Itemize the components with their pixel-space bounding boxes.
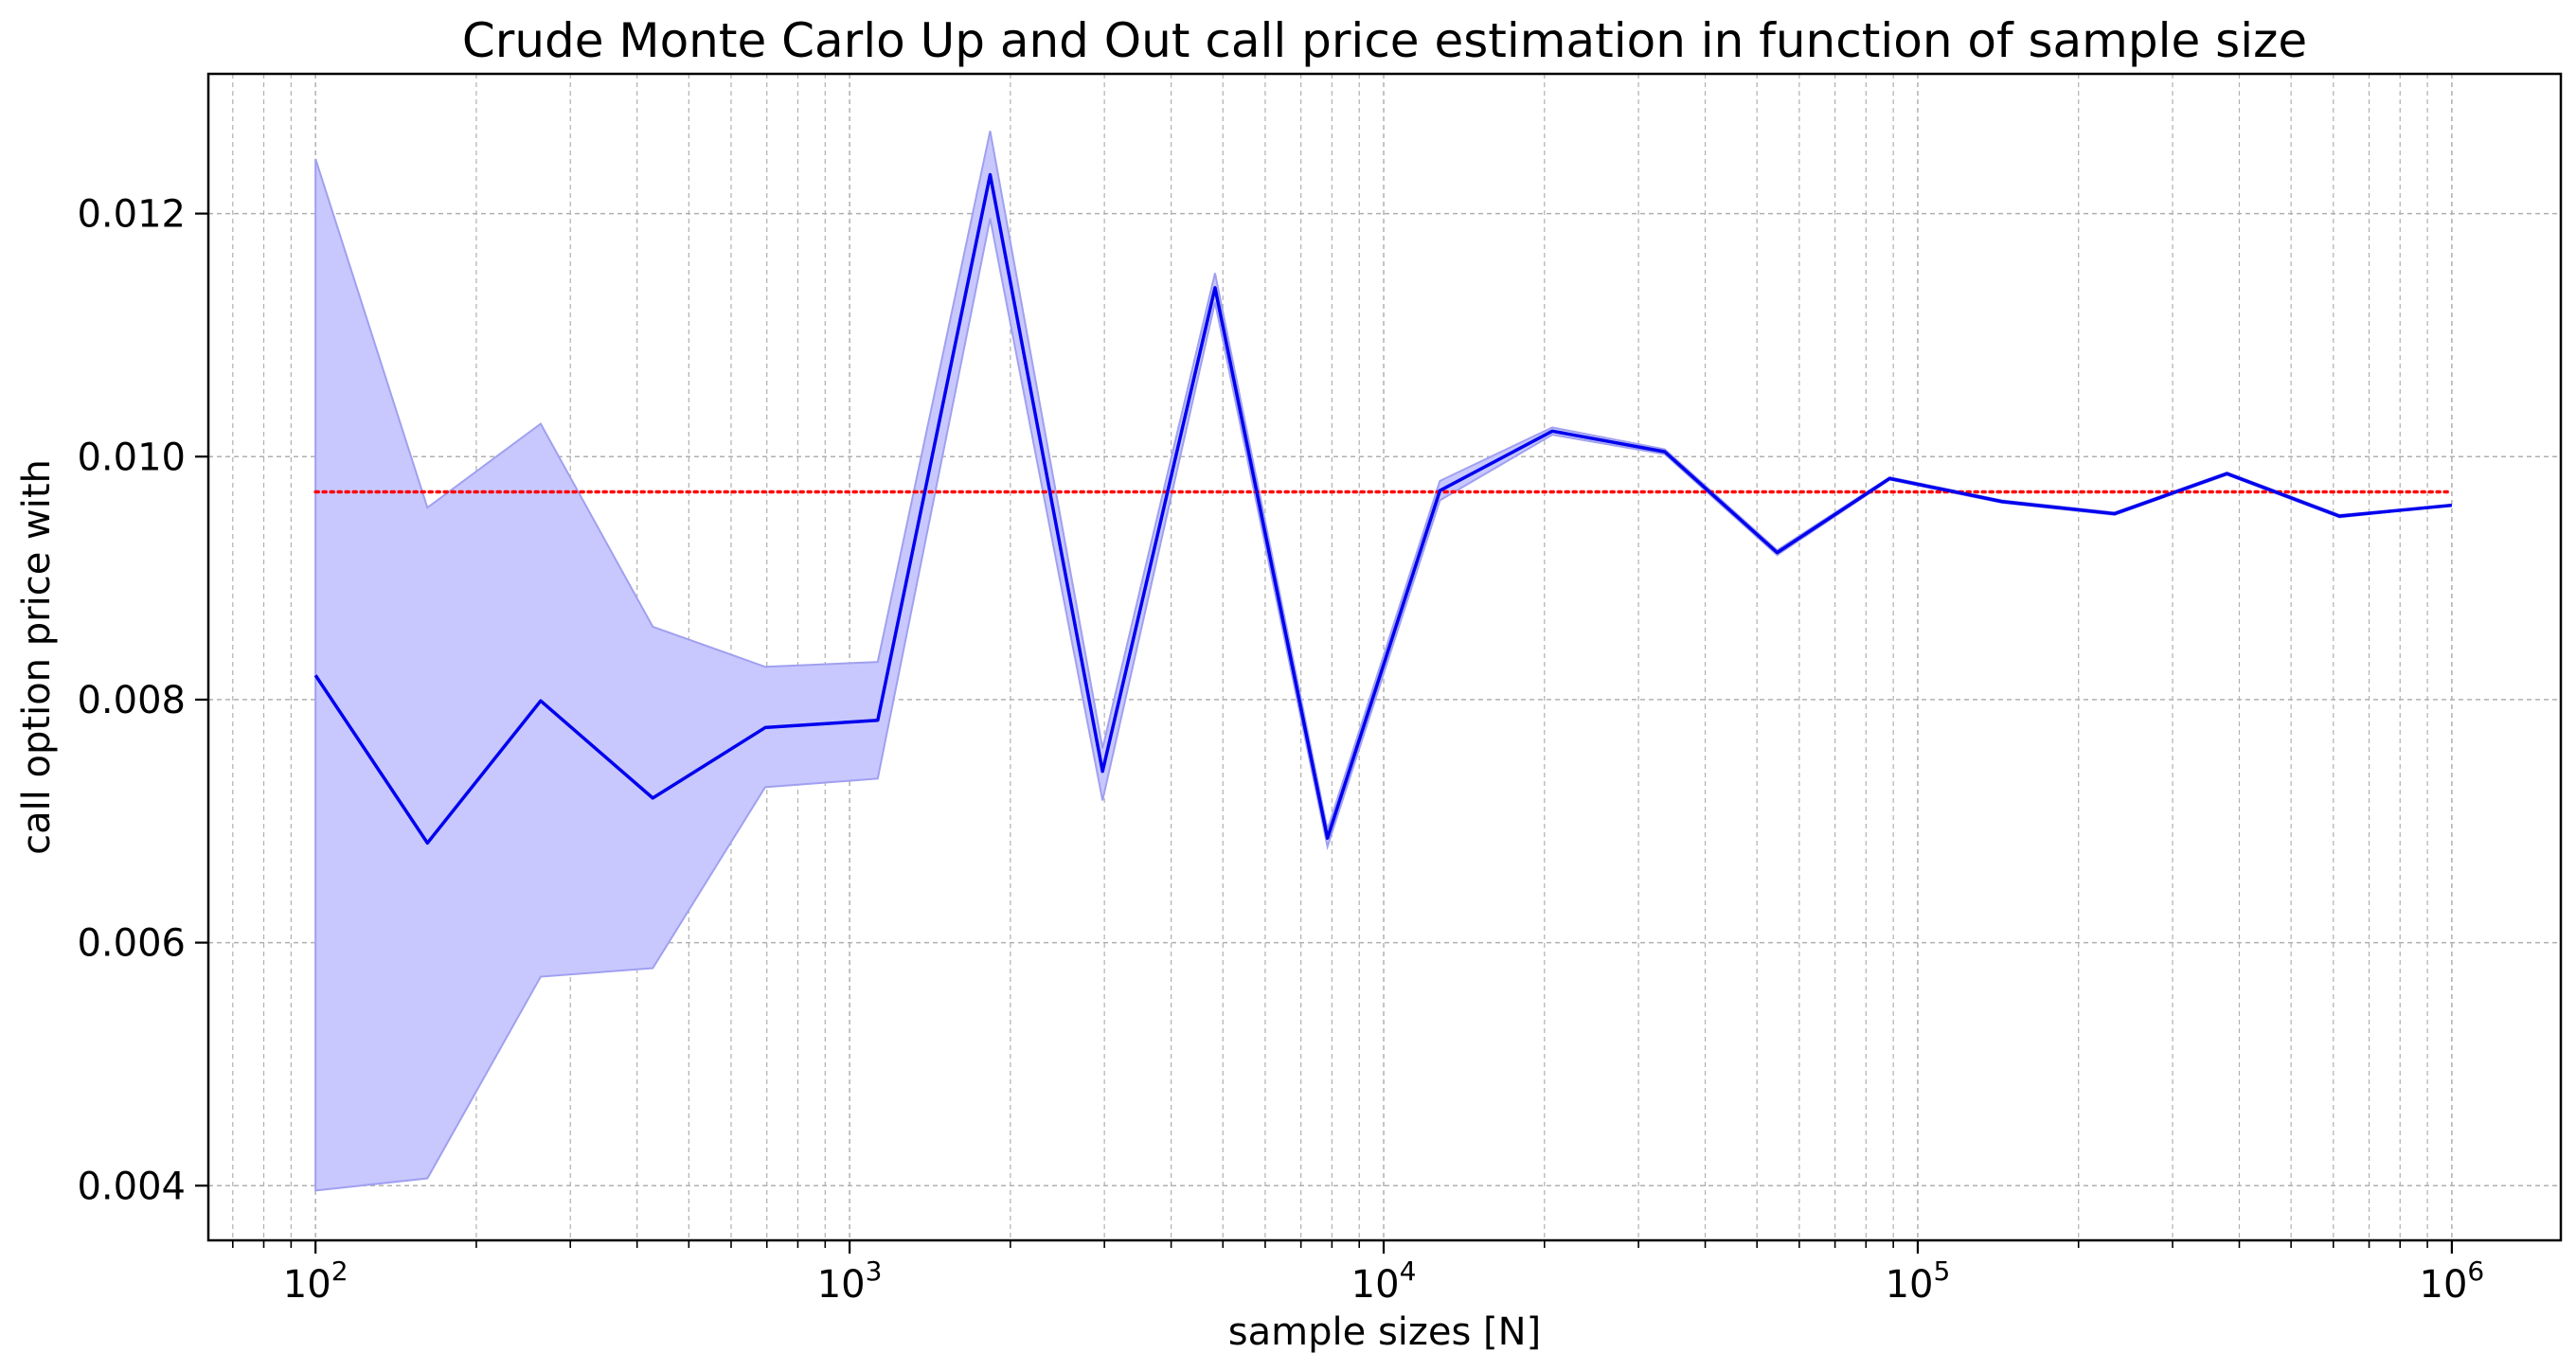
x-tick-label: 106 xyxy=(2420,1255,2485,1307)
y-axis-ticks: 0.004 0.006 0.008 0.010 0.012 xyxy=(77,193,208,1208)
y-tick-label: 0.010 xyxy=(77,436,186,479)
chart-title: Crude Monte Carlo Up and Out call price … xyxy=(462,13,2307,68)
price-line-layer xyxy=(313,172,2453,846)
y-axis-label: call option price with xyxy=(15,459,59,855)
y-tick-label: 0.004 xyxy=(77,1165,186,1208)
x-tick-label: 102 xyxy=(283,1255,349,1307)
x-axis-ticks: 102 103 104 105 106 xyxy=(232,1240,2485,1307)
x-axis-label: sample sizes [N] xyxy=(1228,1310,1541,1354)
y-tick-label: 0.012 xyxy=(77,193,186,237)
x-tick-label: 103 xyxy=(817,1255,883,1307)
x-tick-label: 105 xyxy=(1886,1255,1951,1307)
y-tick-label: 0.008 xyxy=(77,679,186,722)
x-tick-label: 104 xyxy=(1351,1255,1417,1307)
price-line xyxy=(313,172,2453,846)
y-tick-label: 0.006 xyxy=(77,922,186,966)
